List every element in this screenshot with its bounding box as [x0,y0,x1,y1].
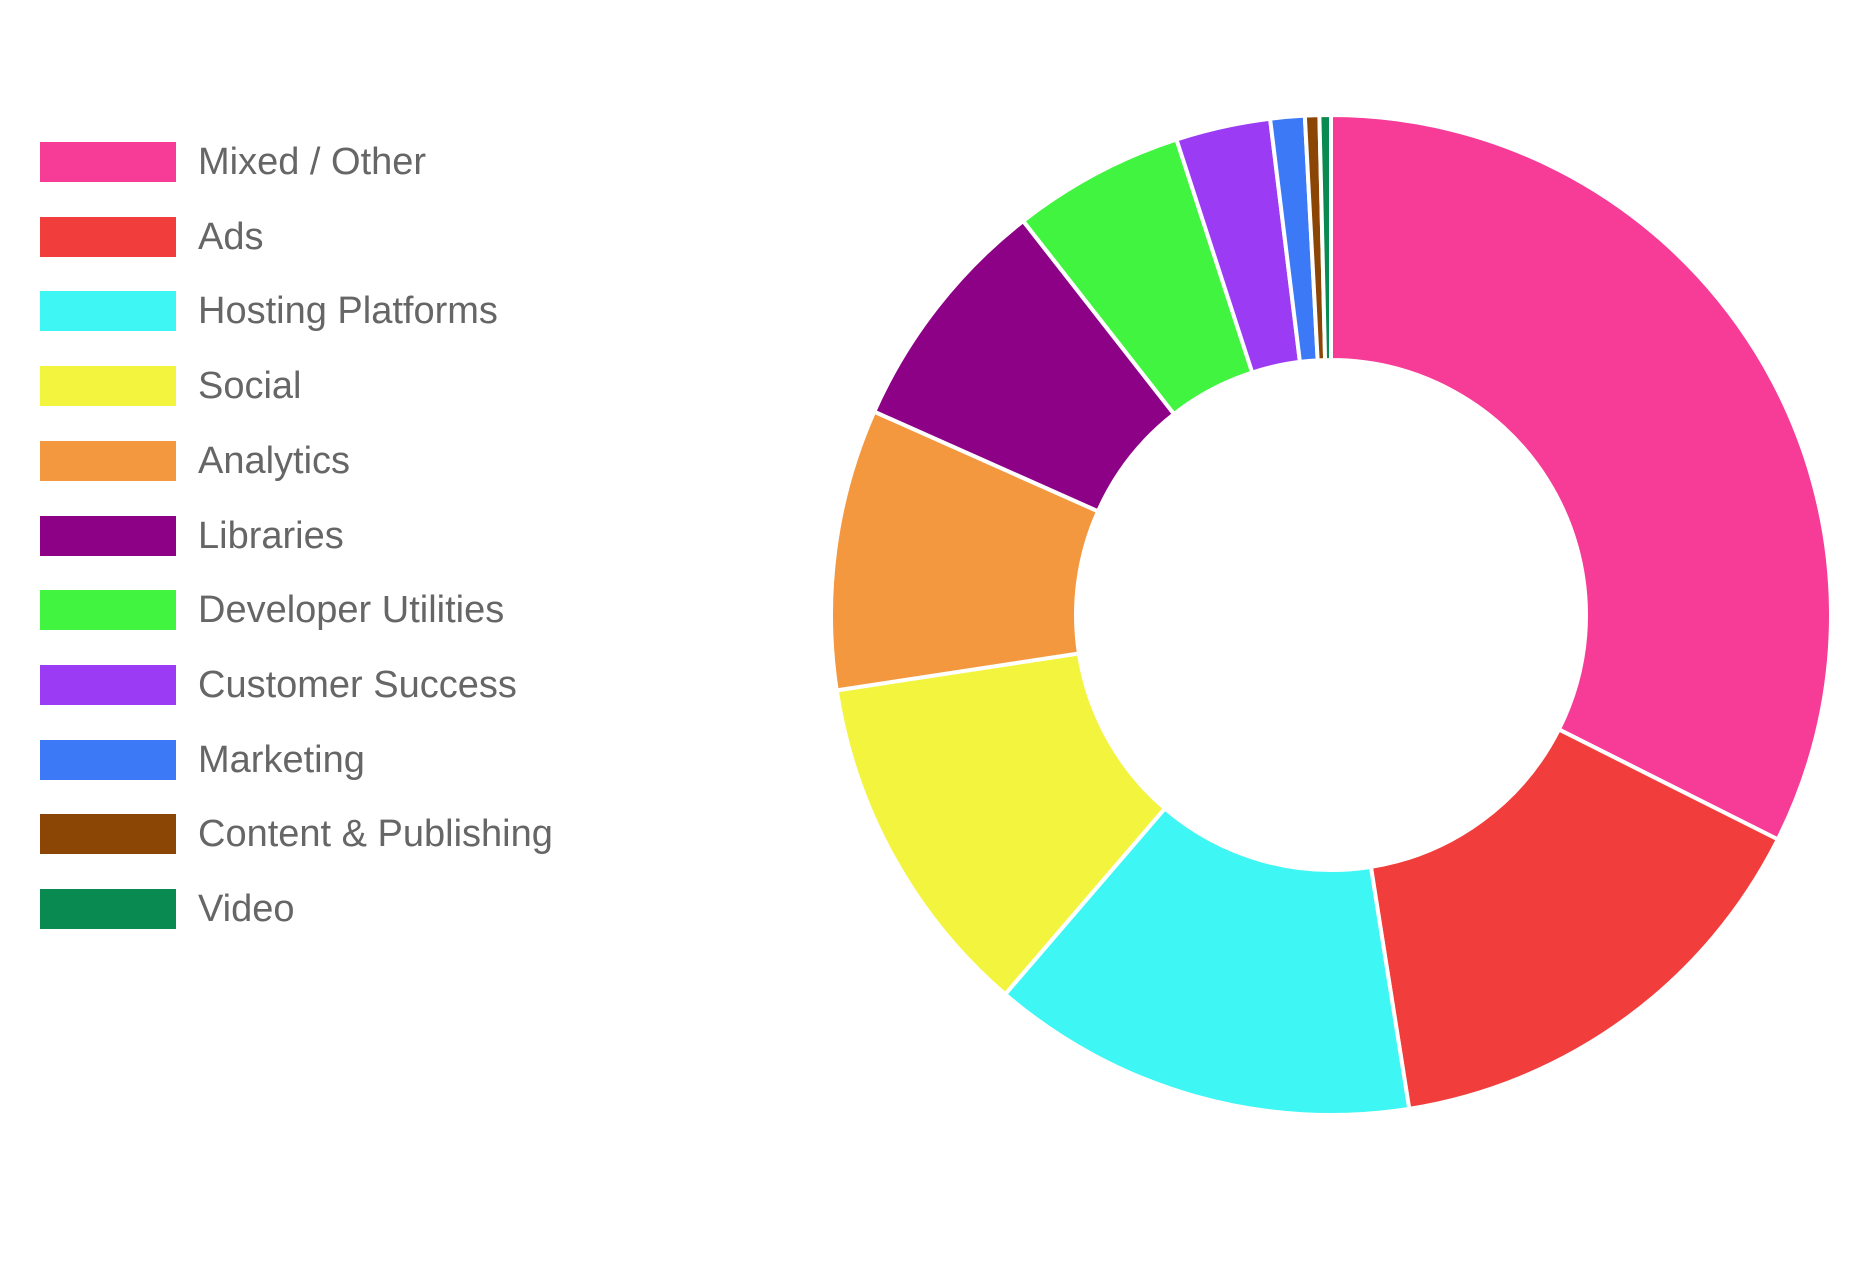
legend-item-libraries[interactable]: Libraries [40,514,344,558]
legend-item-customer-success[interactable]: Customer Success [40,663,517,707]
legend-label: Developer Utilities [198,589,505,632]
legend-label: Marketing [198,738,365,781]
legend-label: Hosting Platforms [198,290,498,333]
chart-legend: Mixed / Other Ads Hosting Platforms Social A… [40,0,740,1279]
legend-item-mixed-other[interactable]: Mixed / Other [40,140,426,184]
slice-social[interactable] [834,651,1167,997]
legend-item-marketing[interactable]: Marketing [40,738,365,782]
legend-item-analytics[interactable]: Analytics [40,439,350,483]
legend-item-hosting-platforms[interactable]: Hosting Platforms [40,289,498,333]
legend-label: Analytics [198,439,351,482]
legend-item-content-publishing[interactable]: Content & Publishing [40,812,553,856]
slice-ads[interactable] [1368,727,1780,1111]
legend-swatch [40,366,176,407]
legend-swatch [40,814,176,855]
legend-item-developer-utilities[interactable]: Developer Utilities [40,588,504,632]
slice-mixed-other[interactable] [1329,113,1833,842]
legend-label: Ads [198,215,264,258]
legend-swatch [40,739,176,780]
legend-swatch [40,440,176,481]
legend-swatch [40,291,176,332]
legend-item-video[interactable]: Video [40,887,295,931]
legend-swatch [40,142,176,182]
legend-swatch [40,515,176,556]
legend-label: Video [198,888,295,930]
legend-swatch [40,590,176,631]
legend-item-social[interactable]: Social [40,364,302,408]
legend-swatch [40,664,176,705]
legend-label: Customer Success [198,663,517,706]
legend-label: Mixed / Other [198,141,427,183]
legend-label: Content & Publishing [198,813,553,856]
slice-video[interactable] [1317,113,1333,363]
legend-swatch [40,889,176,929]
legend-swatch [40,216,176,257]
legend-label: Social [198,365,302,408]
legend-label: Libraries [198,514,344,557]
legend-item-ads[interactable]: Ads [40,215,263,259]
slice-hosting-platforms[interactable] [1003,806,1412,1117]
slice-analytics[interactable] [829,409,1101,693]
